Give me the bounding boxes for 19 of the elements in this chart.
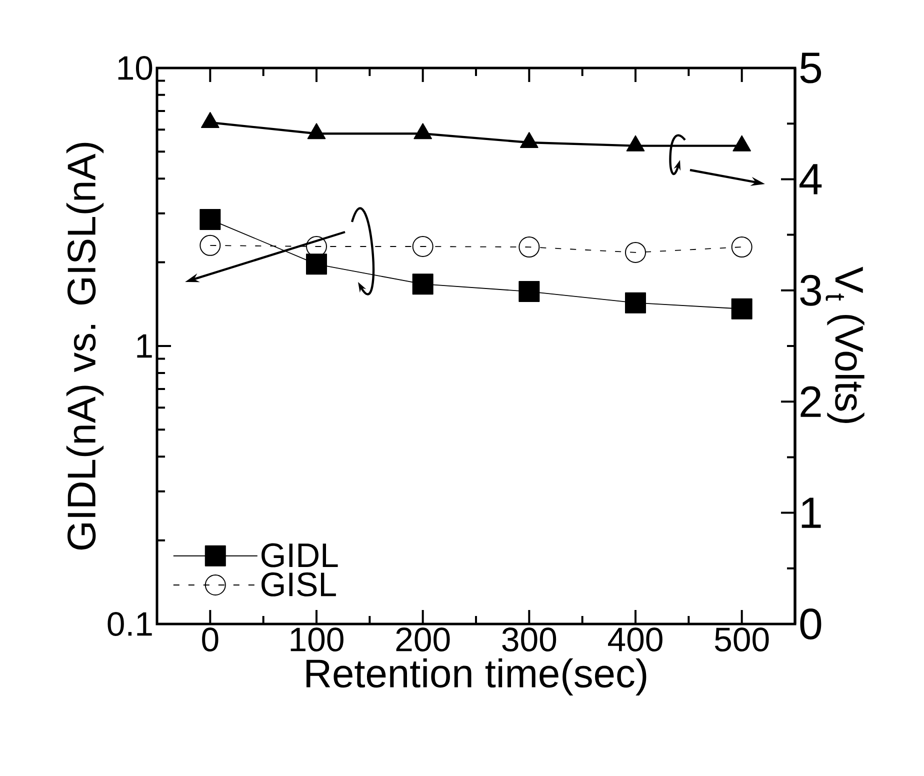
y2-tick-label: 1: [802, 498, 821, 528]
x-tick-label: 500: [714, 628, 769, 652]
y-axis-title: GIDL(nA) vs. GISL(nA): [66, 142, 104, 550]
x-tick-label: 100: [290, 628, 344, 652]
legend-label: GISL: [262, 572, 336, 596]
x-axis-title: Retention time(sec): [306, 658, 646, 696]
y-tick-label: 0.1: [108, 612, 152, 636]
y2-tick-label: 5: [800, 52, 822, 84]
y-tick-label: 10: [118, 56, 152, 80]
y2-tick-label: 2: [800, 386, 821, 417]
x-tick-label: 400: [608, 628, 662, 652]
x-tick-label: 300: [502, 628, 556, 652]
y2-tick-label: 3: [800, 274, 821, 306]
y2-tick-label: 4: [800, 164, 822, 194]
y-tick-label: 1: [137, 334, 152, 358]
x-tick-label: 200: [396, 628, 450, 652]
y2-axis-title: V$_{t}$ (Volts): [826, 266, 864, 423]
legend-label: GIDL: [262, 543, 338, 568]
x-tick-label: 0: [202, 628, 218, 652]
